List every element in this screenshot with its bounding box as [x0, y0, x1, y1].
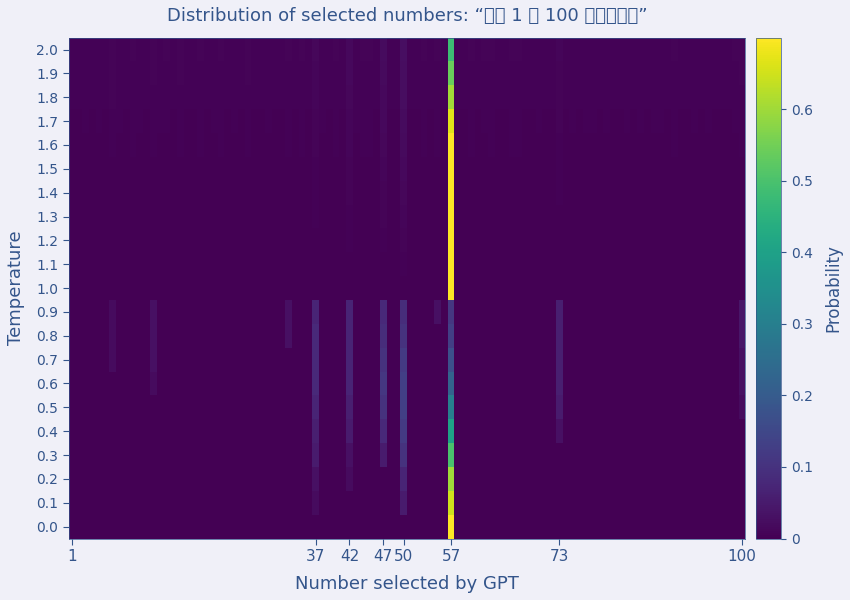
X-axis label: Number selected by GPT: Number selected by GPT: [295, 575, 519, 593]
Y-axis label: Temperature: Temperature: [7, 231, 25, 346]
Title: Distribution of selected numbers: “选择 1 到 100 之间的整数”: Distribution of selected numbers: “选择 1 …: [167, 7, 648, 25]
Y-axis label: Probability: Probability: [824, 244, 842, 332]
